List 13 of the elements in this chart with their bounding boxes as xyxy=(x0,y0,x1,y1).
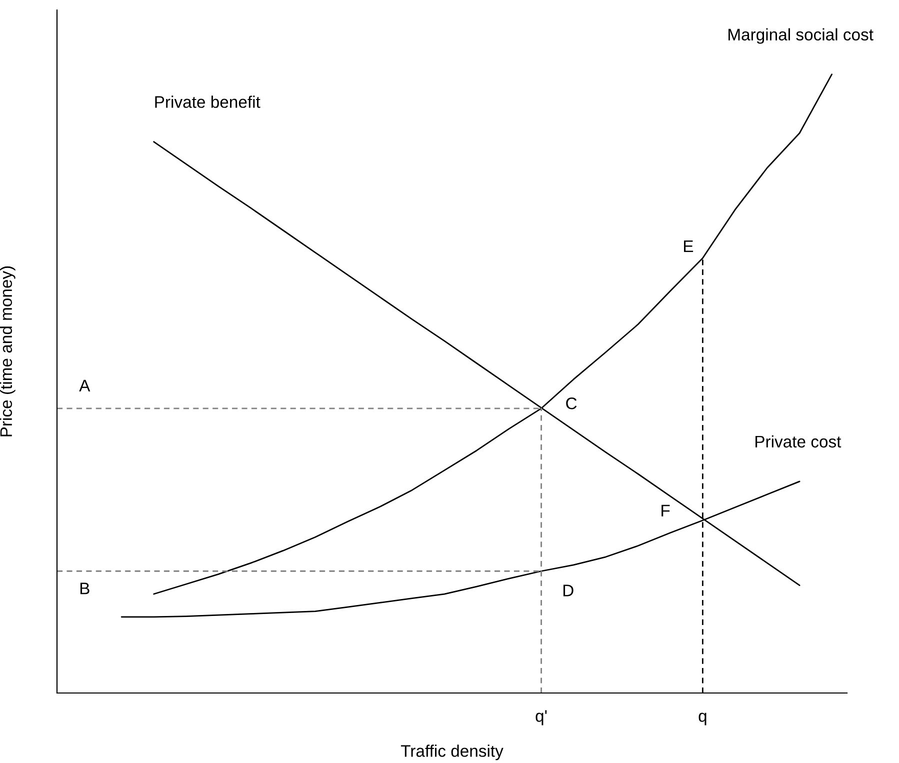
y-axis-title: Price (time and money) xyxy=(0,266,16,436)
annotation: E xyxy=(684,240,694,252)
annotation: C xyxy=(566,397,577,410)
text: Private benefit xyxy=(155,96,260,108)
text: Marginal social cost xyxy=(728,28,874,44)
annotation: D xyxy=(563,584,574,596)
x-tick-label: q' xyxy=(536,710,547,726)
text: Private cost xyxy=(756,435,842,448)
annotation: A xyxy=(79,380,90,392)
x-tick-label: q xyxy=(698,712,706,726)
x-axis-title: Traffic density xyxy=(400,744,504,760)
annotation: B xyxy=(80,582,90,594)
annotation: F xyxy=(662,504,670,516)
